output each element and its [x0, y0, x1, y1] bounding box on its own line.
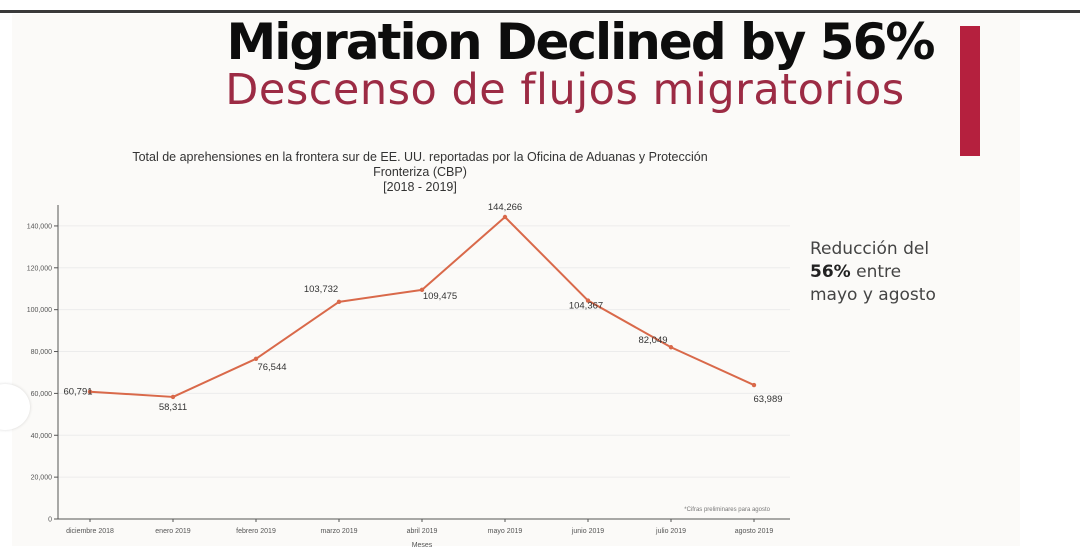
presentation-slide — [12, 14, 1020, 546]
note-highlight: 56% — [810, 262, 851, 282]
banner-caption: Migration Declined by 56% — [226, 13, 936, 71]
top-border-line — [0, 10, 1080, 13]
y-tick-label: 100,000 — [27, 307, 52, 314]
data-label: 76,544 — [257, 362, 286, 373]
reduction-note: Reducción del 56% entre mayo y agosto — [810, 238, 1010, 307]
x-tick-label: marzo 2019 — [321, 528, 358, 535]
data-label: 144,266 — [488, 202, 522, 213]
y-tick-label: 120,000 — [27, 265, 52, 272]
data-label: 63,989 — [753, 394, 782, 405]
y-tick-label: 40,000 — [31, 433, 53, 440]
note-line-3: mayo y agosto — [810, 285, 936, 305]
data-point — [170, 394, 176, 400]
chart-title-line-1: Total de aprehensiones en la frontera su… — [132, 150, 708, 164]
x-tick-label: julio 2019 — [655, 528, 686, 535]
slide-title: Descenso de flujos migratorios — [225, 65, 905, 115]
line-chart: 0 20,000 40,000 60,000 80,000 100,000 120,000 1… — [27, 202, 790, 549]
x-tick-label: agosto 2019 — [735, 528, 774, 535]
chart-title-line-3: [2018 - 2019] — [383, 180, 457, 194]
data-point — [87, 389, 93, 394]
x-axis-label: Meses — [412, 542, 433, 549]
chart-title-line-2: Fronteriza (CBP) — [373, 165, 467, 179]
data-label: 103,732 — [304, 284, 338, 295]
data-point — [502, 214, 508, 220]
accent-bar — [960, 26, 980, 156]
x-tick-label: abril 2019 — [407, 528, 438, 535]
y-tick-label: 140,000 — [27, 223, 52, 230]
y-tick-label: 0 — [48, 517, 52, 524]
x-tick-label: junio 2019 — [571, 528, 604, 535]
y-tick-label: 80,000 — [31, 349, 53, 356]
x-tick-label: mayo 2019 — [488, 528, 523, 535]
data-label: 58,311 — [159, 402, 187, 413]
x-tick-label: diciembre 2018 — [66, 528, 114, 535]
data-point — [419, 287, 425, 293]
chart-footnote: *Cifras preliminares para agosto — [684, 507, 770, 513]
series-line — [89, 216, 755, 398]
note-line-1: Reducción del — [810, 239, 930, 259]
data-point — [253, 356, 259, 361]
data-point — [585, 298, 591, 303]
x-tick-label: febrero 2019 — [236, 528, 276, 535]
x-tick-label: enero 2019 — [155, 528, 191, 535]
data-point — [336, 299, 342, 305]
note-line-2: entre — [850, 262, 902, 282]
data-label: 109,475 — [423, 291, 457, 302]
data-label: 82,049 — [638, 335, 667, 346]
data-point — [751, 382, 757, 388]
data-point — [668, 345, 674, 350]
chart-title: Total de aprehensiones en la frontera su… — [40, 150, 800, 195]
y-tick-label: 60,000 — [31, 391, 53, 398]
data-label: 104,367 — [569, 301, 603, 312]
data-label: 60,791 — [63, 387, 92, 398]
y-tick-label: 20,000 — [31, 475, 53, 482]
